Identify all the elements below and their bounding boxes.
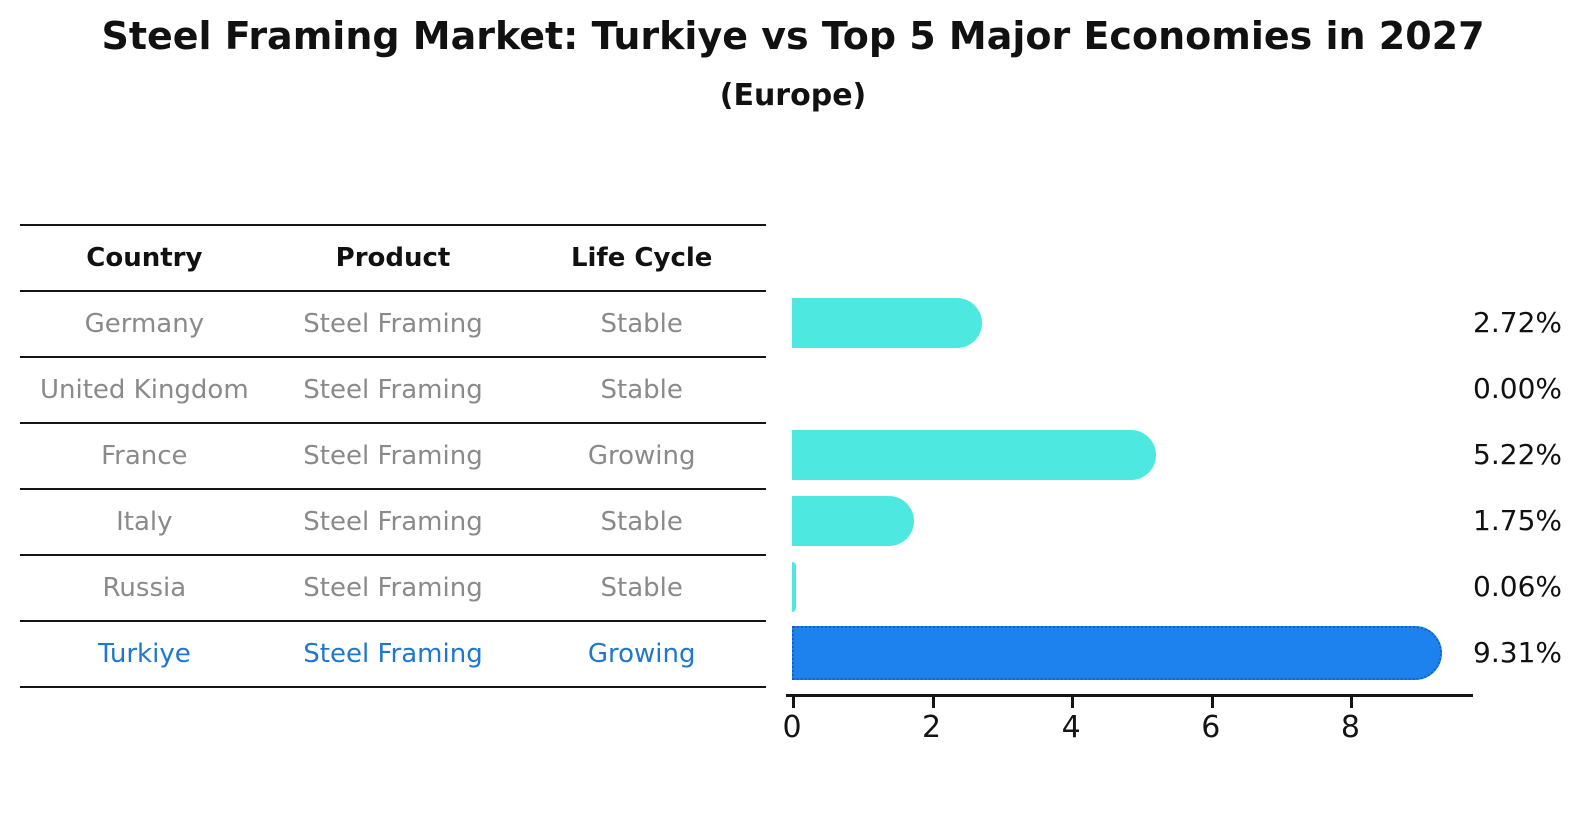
cell-product: Steel Framing [303,639,483,669]
bar-italy [792,496,915,546]
x-axis-tick-label: 2 [922,710,942,745]
value-label-france: 5.22% [1473,438,1562,471]
x-axis-line [786,694,1473,697]
x-axis-tick [1071,697,1075,708]
x-axis-tick-label: 8 [1340,710,1360,745]
value-label-russia: 0.06% [1473,570,1562,603]
x-axis-tick-label: 4 [1061,710,1081,745]
cell-country: Italy [116,507,173,537]
table-row-turkiye: Turkiye Steel Framing Growing [20,622,766,688]
cell-life-cycle: Stable [600,507,683,537]
x-axis-tick-label: 0 [782,710,802,745]
country-table: Country Product Life Cycle Germany Steel… [20,224,766,688]
bar-russia [792,562,797,612]
cell-product: Steel Framing [303,309,483,339]
cell-product: Steel Framing [303,441,483,471]
cell-country: Russia [102,573,187,603]
cell-life-cycle: Stable [600,573,683,603]
x-axis-tick [1210,697,1214,708]
cell-product: Steel Framing [303,507,483,537]
bar-turkiye [792,626,1442,680]
cell-life-cycle: Growing [587,639,696,669]
cell-product: Steel Framing [303,573,483,603]
cell-life-cycle: Stable [600,375,683,405]
cell-country: United Kingdom [39,375,249,405]
table-row-russia: Russia Steel Framing Stable [20,556,766,622]
column-header-product: Product [335,243,451,273]
value-label-united-kingdom: 0.00% [1473,372,1562,405]
table-row-united-kingdom: United Kingdom Steel Framing Stable [20,358,766,424]
x-axis-tick [1350,697,1354,708]
chart-title: Steel Framing Market: Turkiye vs Top 5 M… [101,14,1485,58]
value-label-turkiye: 9.31% [1473,636,1562,669]
bar-france [792,430,1157,480]
value-label-italy: 1.75% [1473,504,1562,537]
x-axis-tick [931,697,935,708]
table-row-germany: Germany Steel Framing Stable [20,292,766,358]
x-axis-tick [792,697,795,708]
table-row-italy: Italy Steel Framing Stable [20,490,766,556]
bar-germany [792,298,982,348]
chart-subtitle: (Europe) [719,78,867,113]
x-axis-tick-label: 6 [1201,710,1221,745]
column-header-life-cycle: Life Cycle [570,243,713,273]
column-header-country: Country [86,243,203,273]
table-row-france: France Steel Framing Growing [20,424,766,490]
cell-country: Turkiye [97,639,191,669]
cell-country: Germany [84,309,205,339]
cell-product: Steel Framing [303,375,483,405]
table-header-row: Country Product Life Cycle [20,226,766,292]
cell-life-cycle: Stable [600,309,683,339]
cell-life-cycle: Growing [587,441,696,471]
cell-country: France [101,441,188,471]
value-label-germany: 2.72% [1473,306,1562,339]
